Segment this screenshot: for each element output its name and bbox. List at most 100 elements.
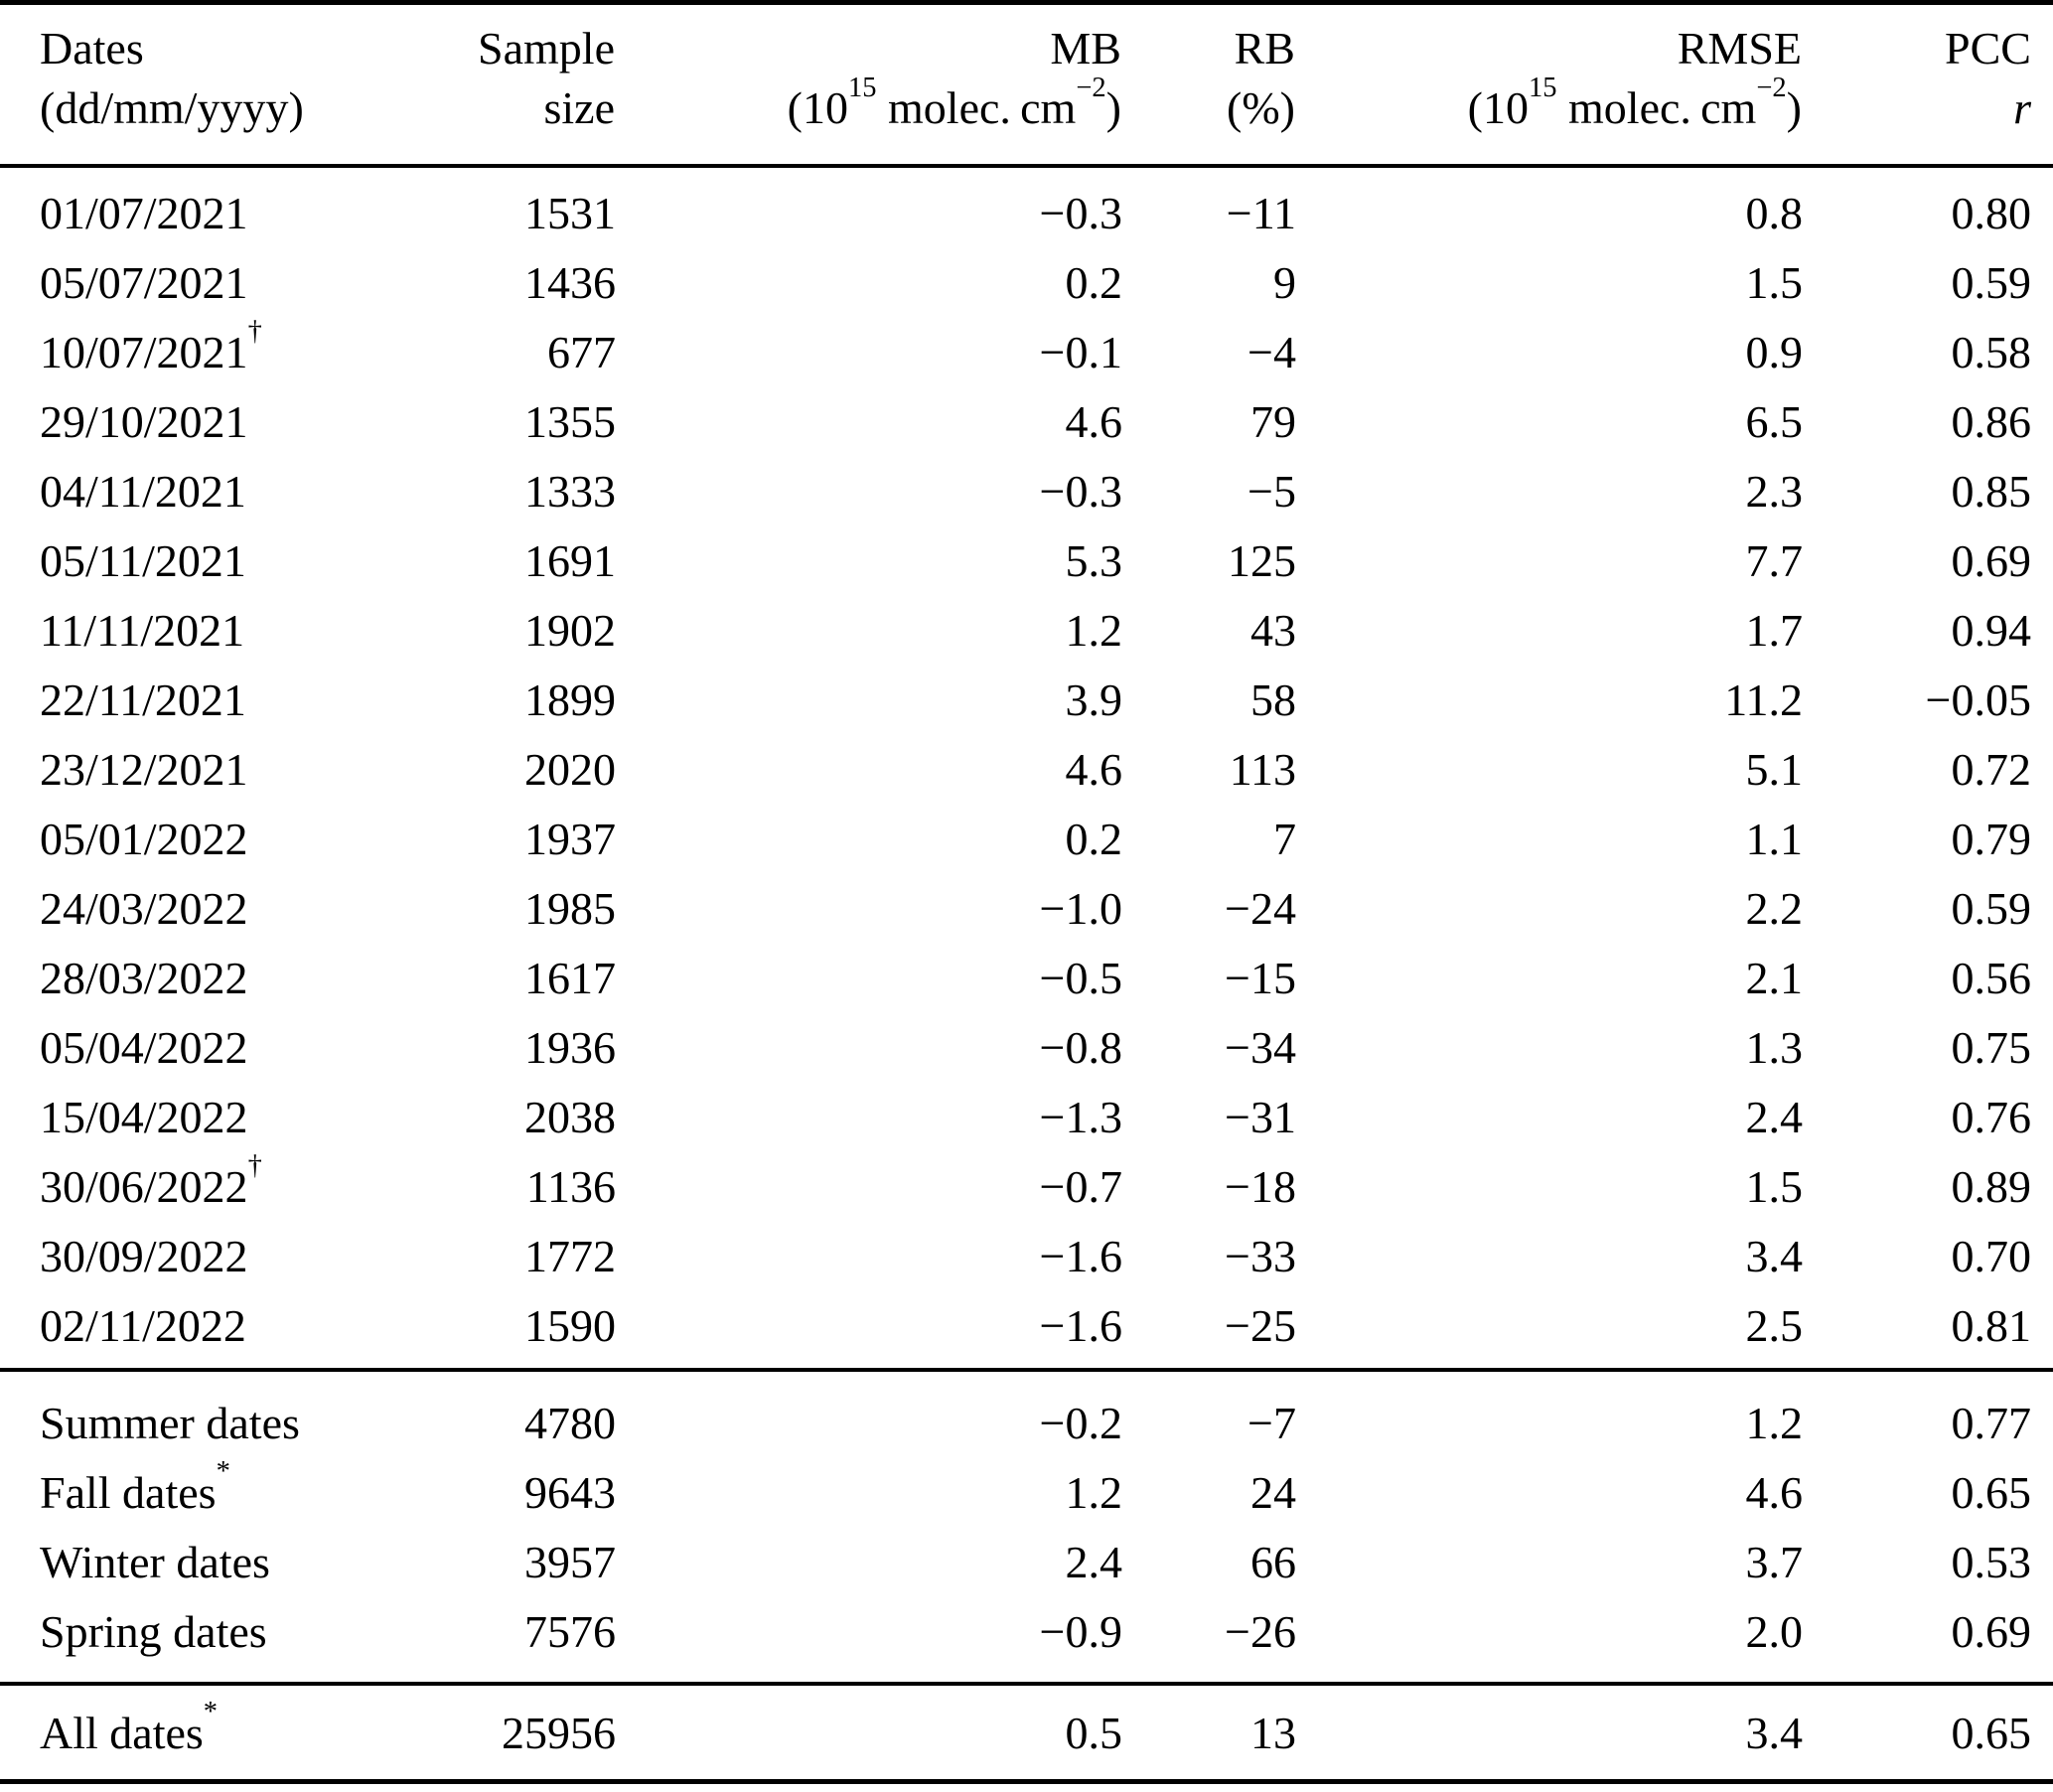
table-row: All dates* 25956 0.5 13 3.4 0.65 xyxy=(0,1684,2053,1782)
table-row: 30/09/2022 1772 −1.6 −33 3.4 0.70 xyxy=(0,1221,2053,1290)
mb-cell: 4.6 xyxy=(1065,743,1123,795)
table-row: 29/10/2021 1355 4.6 79 6.5 0.86 xyxy=(0,386,2053,456)
rb-cell: −34 xyxy=(1225,1021,1296,1073)
row-label-cell: 24/03/2022 xyxy=(40,882,248,934)
sample-size-cell: 1902 xyxy=(524,604,616,656)
row-label-cell: 04/11/2021 xyxy=(40,465,246,517)
sample-size-cell: 1937 xyxy=(524,813,616,864)
mb-cell: 1.2 xyxy=(1065,604,1123,656)
sample-size-cell: 1691 xyxy=(524,534,616,586)
header-row: Dates (dd/mm/yyyy) Sample size MB (1015 … xyxy=(0,2,2053,168)
unit-text: (10 xyxy=(1467,82,1529,133)
header-dates-title: Dates xyxy=(40,23,144,74)
header-rb: RB (%) xyxy=(1122,2,1296,168)
pcc-cell: 0.89 xyxy=(1951,1160,2032,1212)
header-pcc: PCC r xyxy=(1803,2,2053,168)
dagger-marker: † xyxy=(247,1150,262,1182)
row-label-cell: Spring dates xyxy=(40,1605,267,1657)
rb-cell: −33 xyxy=(1225,1230,1296,1281)
rmse-cell: 3.4 xyxy=(1745,1707,1804,1758)
sample-size-cell: 9643 xyxy=(524,1466,616,1518)
table-row: 28/03/2022 1617 −0.5 −15 2.1 0.56 xyxy=(0,943,2053,1012)
sample-size-cell: 1333 xyxy=(524,465,616,517)
pcc-cell: 0.59 xyxy=(1951,256,2032,308)
row-label-cell: 05/07/2021 xyxy=(40,256,248,308)
row-label-cell: 05/04/2022 xyxy=(40,1021,248,1073)
row-label-cell: Winter dates xyxy=(40,1536,270,1587)
rb-cell: 43 xyxy=(1250,604,1296,656)
pcc-cell: 0.58 xyxy=(1951,326,2032,377)
table-row: 05/07/2021 1436 0.2 9 1.5 0.59 xyxy=(0,247,2053,317)
sample-size-cell: 1617 xyxy=(524,952,616,1003)
sample-size-cell: 25956 xyxy=(502,1707,616,1758)
sample-size-cell: 4780 xyxy=(524,1397,616,1448)
header-rmse: RMSE (1015 molec. cm−2) xyxy=(1296,2,1803,168)
pcc-cell: 0.70 xyxy=(1951,1230,2032,1281)
mb-cell: −0.8 xyxy=(1039,1021,1122,1073)
row-label-cell: 30/06/2022† xyxy=(40,1150,262,1212)
mb-cell: 0.5 xyxy=(1065,1707,1123,1758)
header-mb: MB (1015 molec. cm−2) xyxy=(616,2,1122,168)
seasonal-aggregates-section: Summer dates 4780 −0.2 −7 1.2 0.77 Fall dates*… xyxy=(0,1370,2053,1684)
table-row: 05/01/2022 1937 0.2 7 1.1 0.79 xyxy=(0,804,2053,873)
header-dates-format: (dd/mm/yyyy) xyxy=(40,82,304,133)
pcc-cell: 0.81 xyxy=(1951,1299,2032,1351)
row-label-cell: 29/10/2021 xyxy=(40,395,248,447)
rmse-cell: 1.5 xyxy=(1745,256,1804,308)
mb-cell: −0.9 xyxy=(1039,1605,1122,1657)
rb-cell: 66 xyxy=(1250,1536,1296,1587)
table-row: 10/07/2021† 677 −0.1 −4 0.9 0.58 xyxy=(0,317,2053,386)
mb-cell: 3.9 xyxy=(1065,673,1123,725)
mb-cell: 0.2 xyxy=(1065,813,1123,864)
pcc-cell: 0.65 xyxy=(1951,1707,2032,1758)
header-mb-title: MB xyxy=(1050,23,1121,74)
rmse-cell: 2.3 xyxy=(1745,465,1804,517)
unit-superscript: 15 xyxy=(848,72,877,103)
pcc-cell: 0.79 xyxy=(1951,813,2032,864)
table-row: 15/04/2022 2038 −1.3 −31 2.4 0.76 xyxy=(0,1082,2053,1151)
rb-cell: −5 xyxy=(1247,465,1296,517)
row-label-cell: All dates* xyxy=(40,1697,219,1758)
pcc-cell: 0.77 xyxy=(1951,1397,2032,1448)
mb-cell: 4.6 xyxy=(1065,395,1123,447)
pcc-cell: −0.05 xyxy=(1925,673,2031,725)
rb-cell: 13 xyxy=(1250,1707,1296,1758)
rb-cell: −15 xyxy=(1225,952,1296,1003)
row-label-cell: 22/11/2021 xyxy=(40,673,246,725)
table-header: Dates (dd/mm/yyyy) Sample size MB (1015 … xyxy=(0,2,2053,168)
unit-text: molec. cm xyxy=(876,82,1077,133)
pcc-cell: 0.59 xyxy=(1951,882,2032,934)
pcc-cell: 0.56 xyxy=(1951,952,2032,1003)
rmse-cell: 1.7 xyxy=(1745,604,1804,656)
table-row: Summer dates 4780 −0.2 −7 1.2 0.77 xyxy=(0,1370,2053,1457)
unit-superscript: −2 xyxy=(1076,72,1106,103)
row-label-cell: 15/04/2022 xyxy=(40,1091,248,1142)
mb-cell: 1.2 xyxy=(1065,1466,1123,1518)
table-row: 05/11/2021 1691 5.3 125 7.7 0.69 xyxy=(0,525,2053,595)
table-row: 05/04/2022 1936 −0.8 −34 1.3 0.75 xyxy=(0,1012,2053,1082)
mb-cell: −0.2 xyxy=(1039,1397,1122,1448)
table-row: 01/07/2021 1531 −0.3 −11 0.8 0.80 xyxy=(0,166,2053,247)
unit-text: (10 xyxy=(787,82,848,133)
table-row: 24/03/2022 1985 −1.0 −24 2.2 0.59 xyxy=(0,873,2053,943)
sample-size-cell: 2020 xyxy=(524,743,616,795)
header-sample-subtitle: size xyxy=(543,82,615,133)
rb-cell: −18 xyxy=(1225,1160,1296,1212)
rb-cell: 79 xyxy=(1250,395,1296,447)
row-label-cell: Summer dates xyxy=(40,1397,300,1448)
row-label-cell: 02/11/2022 xyxy=(40,1299,246,1351)
pcc-cell: 0.85 xyxy=(1951,465,2032,517)
rb-cell: 113 xyxy=(1229,743,1296,795)
header-rmse-unit: (1015 molec. cm−2) xyxy=(1297,74,1802,138)
table-row: Fall dates* 9643 1.2 24 4.6 0.65 xyxy=(0,1457,2053,1527)
pcc-cell: 0.75 xyxy=(1951,1021,2032,1073)
header-rb-title: RB xyxy=(1234,23,1295,74)
mb-cell: −0.5 xyxy=(1039,952,1122,1003)
rb-cell: 58 xyxy=(1250,673,1296,725)
rmse-cell: 7.7 xyxy=(1745,534,1804,586)
pcc-cell: 0.65 xyxy=(1951,1466,2032,1518)
pcc-cell: 0.72 xyxy=(1951,743,2032,795)
mb-cell: −1.0 xyxy=(1039,882,1122,934)
table-row: 23/12/2021 2020 4.6 113 5.1 0.72 xyxy=(0,734,2053,804)
